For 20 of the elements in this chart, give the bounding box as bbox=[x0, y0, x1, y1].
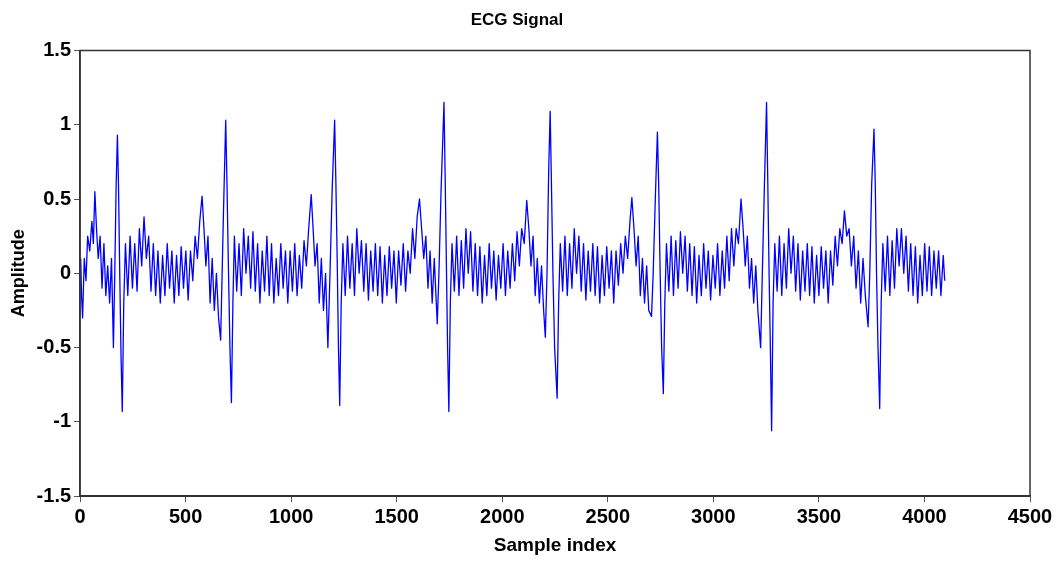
chart-title: ECG Signal bbox=[470, 9, 564, 29]
x-tick-label: 4000 bbox=[902, 504, 947, 527]
x-tick-label: 0 bbox=[74, 504, 86, 527]
x-tick-label: 1000 bbox=[268, 504, 314, 527]
x-tick-label: 3500 bbox=[796, 504, 842, 527]
y-tick-label: 0.5 bbox=[43, 186, 72, 209]
y-axis-title: Amplitude bbox=[7, 229, 28, 318]
x-tick-label: 2500 bbox=[585, 504, 631, 527]
x-tick-label: 4500 bbox=[1007, 504, 1053, 527]
x-axis-title: Sample index bbox=[493, 533, 617, 555]
x-tick-label: 2000 bbox=[480, 504, 525, 527]
x-tick-label: 500 bbox=[168, 504, 203, 527]
x-tick-label: 3000 bbox=[691, 504, 736, 527]
x-tick-label: 1500 bbox=[374, 504, 419, 527]
y-tick-label: 0 bbox=[59, 260, 72, 283]
y-tick-label: -0.5 bbox=[36, 335, 72, 358]
y-tick-label: -1.5 bbox=[36, 483, 72, 506]
y-tick-label: 1.5 bbox=[43, 37, 72, 60]
y-tick-label: -1 bbox=[53, 409, 72, 432]
y-tick-label: 1 bbox=[59, 112, 72, 135]
